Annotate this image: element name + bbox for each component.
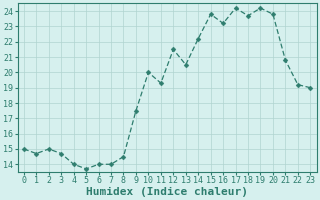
X-axis label: Humidex (Indice chaleur): Humidex (Indice chaleur) [86,186,248,197]
